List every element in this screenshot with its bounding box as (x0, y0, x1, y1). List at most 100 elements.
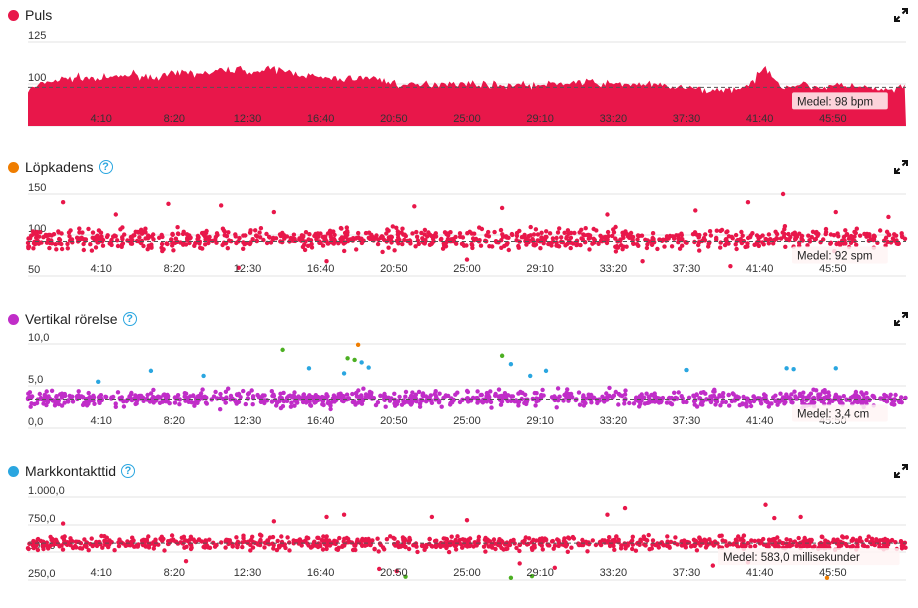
data-point (96, 379, 101, 384)
data-point (137, 235, 142, 240)
data-point (543, 537, 549, 542)
data-point (476, 534, 482, 540)
x-tick-label: 20:50 (380, 263, 408, 275)
data-point (70, 399, 76, 404)
data-point (92, 401, 97, 406)
series-marks (25, 191, 908, 270)
data-point (800, 394, 805, 400)
data-point (484, 233, 489, 238)
expand-icon[interactable] (894, 312, 908, 326)
data-point (53, 537, 59, 542)
data-point (116, 543, 122, 549)
x-tick-label: 33:20 (600, 415, 628, 427)
data-point (54, 394, 59, 399)
data-point (732, 541, 737, 546)
data-point (644, 391, 649, 396)
data-point (146, 545, 152, 550)
data-point (169, 533, 175, 538)
data-point (720, 394, 726, 399)
data-point (248, 548, 253, 553)
data-point (783, 244, 788, 249)
data-point (145, 236, 151, 241)
data-point (281, 233, 287, 238)
data-point (96, 228, 102, 233)
help-icon[interactable]: ? (121, 464, 136, 478)
average-label-bg (718, 548, 900, 566)
data-point (688, 544, 694, 549)
data-point (828, 232, 834, 237)
data-point (727, 403, 732, 408)
expand-icon[interactable] (894, 160, 908, 174)
data-point (676, 390, 681, 395)
data-point (761, 536, 766, 542)
data-point (235, 392, 240, 398)
data-point (576, 390, 582, 395)
data-point (612, 537, 617, 543)
data-point (630, 546, 635, 552)
data-point (153, 537, 158, 542)
data-point (113, 212, 119, 217)
data-point (143, 226, 148, 231)
data-point (187, 537, 193, 542)
data-point (271, 235, 276, 241)
data-point (135, 229, 141, 235)
data-point (97, 400, 102, 405)
y-tick-label: 250,0 (28, 568, 56, 580)
data-point (179, 535, 184, 540)
data-point (470, 245, 475, 251)
data-point (344, 392, 350, 397)
expand-icon[interactable] (894, 464, 908, 478)
data-point (408, 239, 413, 244)
data-point (502, 391, 508, 396)
data-point (457, 231, 463, 236)
expand-icon[interactable] (894, 8, 908, 22)
data-point (135, 544, 140, 549)
data-point (644, 245, 650, 251)
data-point (248, 542, 253, 548)
help-icon[interactable]: ? (122, 312, 137, 326)
x-tick-label: 8:20 (164, 113, 185, 125)
data-point (267, 235, 272, 240)
data-point (89, 536, 94, 541)
data-point (81, 247, 87, 253)
data-point (130, 535, 135, 540)
data-point (280, 347, 285, 353)
data-point (350, 399, 355, 405)
data-point (763, 237, 768, 242)
data-point (679, 236, 684, 242)
data-point (230, 396, 235, 401)
data-point (120, 241, 126, 246)
data-point (745, 200, 751, 205)
data-point (580, 537, 585, 543)
data-point (382, 397, 387, 402)
y-tick-label: 10,0 (28, 332, 49, 344)
data-point (464, 257, 470, 262)
data-point (855, 540, 860, 545)
data-point (745, 541, 751, 546)
data-point (342, 543, 347, 548)
data-point (213, 389, 218, 395)
help-icon[interactable]: ? (98, 160, 113, 174)
data-point (531, 543, 537, 548)
data-point (235, 544, 240, 550)
data-point (835, 537, 840, 542)
data-point (319, 538, 324, 543)
data-point (517, 228, 522, 234)
data-point (195, 233, 201, 239)
data-point (56, 229, 61, 234)
data-point (433, 394, 439, 399)
data-point (370, 234, 375, 240)
data-point (865, 544, 870, 550)
data-point (275, 538, 280, 544)
data-point (192, 243, 197, 248)
data-point (170, 231, 175, 237)
data-point (540, 547, 545, 552)
data-point (300, 244, 306, 250)
data-point (893, 540, 898, 545)
data-point (262, 400, 267, 406)
data-point (146, 534, 151, 539)
data-point (334, 547, 339, 552)
data-point (288, 404, 294, 409)
data-point (394, 238, 400, 243)
data-point (100, 243, 106, 248)
